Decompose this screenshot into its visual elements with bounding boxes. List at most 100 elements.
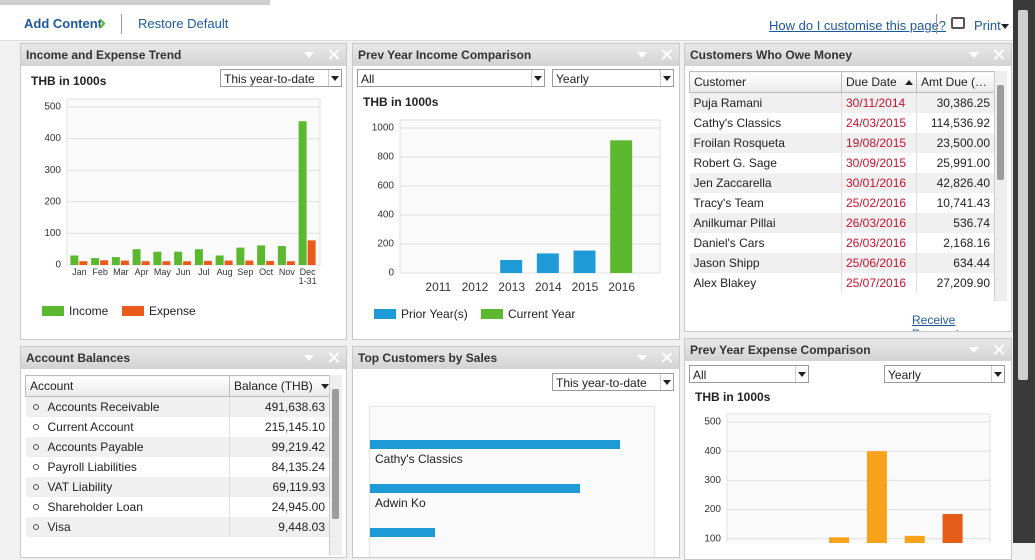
table-row: Jen Zaccarella 30/01/2016 42,826.40 bbox=[689, 173, 994, 193]
table-row: Visa 9,448.03 bbox=[25, 517, 329, 537]
close-icon[interactable] bbox=[328, 48, 340, 60]
add-content[interactable]: Add Content bbox=[24, 16, 102, 31]
receive-payments[interactable]: Receive Payments bbox=[912, 313, 965, 331]
cell-text: Accounts Payable bbox=[47, 440, 144, 454]
header-row: Customer Due Date Amt Due (… bbox=[689, 71, 994, 93]
collapse-icon[interactable] bbox=[304, 52, 314, 58]
cell: Robert G. Sage bbox=[689, 153, 842, 173]
close-icon[interactable] bbox=[993, 48, 1005, 60]
cell-text: Robert G. Sage bbox=[693, 156, 777, 170]
dropdown[interactable]: All bbox=[357, 69, 545, 87]
bullet bbox=[32, 524, 39, 530]
table-row: VAT Liability 69,119.93 bbox=[25, 477, 329, 497]
cell: 10,741.43 bbox=[916, 193, 994, 213]
cell: 30,386.25 bbox=[916, 92, 994, 113]
cell-text: 24,945.00 bbox=[271, 500, 325, 514]
print-arrow[interactable] bbox=[1001, 24, 1009, 29]
dropdown[interactable]: This year-to-date bbox=[552, 373, 674, 391]
cell-text: 99,219.42 bbox=[271, 440, 325, 454]
toolbar: Add Content Restore Default How do I cus… bbox=[0, 0, 1013, 41]
table: Account Balance (THB) Accounts Receivable 4… bbox=[25, 375, 329, 537]
cell-text: Current Account bbox=[47, 420, 134, 434]
cell-text: 536.74 bbox=[953, 216, 990, 230]
collapse-icon[interactable] bbox=[969, 347, 979, 353]
panel: Income and Expense Trend THB in 1000s Th… bbox=[20, 43, 347, 340]
table-row: Current Account 215,145.10 bbox=[25, 417, 329, 437]
dropdown-text: Yearly bbox=[556, 72, 589, 86]
table-row: Cathy's Classics 24/03/2015 114,536.92 bbox=[689, 113, 994, 133]
column-header[interactable]: Balance (THB) bbox=[229, 375, 329, 397]
cell-text: 25/07/2016 bbox=[846, 276, 907, 290]
cell-text: Tracy's Team bbox=[693, 196, 764, 210]
close-icon[interactable] bbox=[328, 351, 340, 363]
table-row: Puja Ramani 30/11/2014 30,386.25 bbox=[689, 92, 994, 113]
plot-area bbox=[369, 406, 655, 557]
cell-text: Payroll Liabilities bbox=[47, 460, 137, 474]
bullet bbox=[32, 464, 39, 470]
table-row: Tracy's Team 25/02/2016 10,741.43 bbox=[689, 193, 994, 213]
sort-arrow bbox=[320, 384, 329, 390]
table-row: Accounts Payable 99,219.42 bbox=[25, 437, 329, 457]
panel-title: Customers Who Owe Money bbox=[685, 44, 1011, 66]
dropdown[interactable]: Yearly bbox=[552, 69, 674, 87]
print[interactable]: Print bbox=[974, 18, 1001, 33]
column-header[interactable]: Customer bbox=[689, 71, 842, 93]
cell-text: 25/02/2016 bbox=[846, 196, 907, 210]
print-icon[interactable] bbox=[951, 17, 965, 29]
table-row: Alex Blakey 25/07/2016 27,209.90 bbox=[689, 273, 994, 293]
cell: Visa bbox=[25, 517, 230, 537]
cell: 23,500.00 bbox=[916, 133, 994, 153]
collapse-icon[interactable] bbox=[304, 355, 314, 361]
column-header[interactable]: Amt Due (… bbox=[916, 71, 994, 93]
cell-text: 30/09/2015 bbox=[846, 156, 907, 170]
cell-text: 42,826.40 bbox=[936, 176, 990, 190]
cell: Shareholder Loan bbox=[25, 497, 230, 517]
cell: 536.74 bbox=[916, 213, 994, 233]
collapse-icon[interactable] bbox=[969, 52, 979, 58]
panel-title: Income and Expense Trend bbox=[21, 44, 346, 66]
cell: 114,536.92 bbox=[916, 113, 994, 133]
table: Customer Due Date Amt Due (… Puja Ramani 30/… bbox=[689, 71, 994, 293]
help-link[interactable]: How do I customise this page? bbox=[769, 18, 947, 33]
cell: Cathy's Classics bbox=[689, 113, 842, 133]
panel-title: Prev Year Expense Comparison bbox=[685, 339, 1011, 361]
scrollbar[interactable] bbox=[329, 375, 342, 555]
table-wrap: Account Balance (THB) Accounts Receivable 4… bbox=[25, 375, 329, 555]
dropdown[interactable]: This year-to-date bbox=[220, 69, 342, 87]
table-row: Accounts Receivable 491,638.63 bbox=[25, 396, 329, 417]
cell: 26/03/2016 bbox=[841, 213, 917, 233]
restore-default[interactable]: Restore Default bbox=[138, 16, 229, 31]
cell: 24/03/2015 bbox=[841, 113, 917, 133]
cell-text: Accounts Receivable bbox=[47, 400, 160, 414]
window-scrollbar[interactable] bbox=[1013, 0, 1035, 543]
dropdown-text: This year-to-date bbox=[224, 72, 315, 86]
cell-text: 25,991.00 bbox=[936, 156, 990, 170]
table-row: Shareholder Loan 24,945.00 bbox=[25, 497, 329, 517]
close-icon[interactable] bbox=[993, 343, 1005, 355]
table-row: Jason Shipp 25/06/2016 634.44 bbox=[689, 253, 994, 273]
unit-label: THB in 1000s bbox=[695, 390, 771, 404]
panel-title: Top Customers by Sales bbox=[353, 347, 679, 369]
panel: Customers Who Owe Money Customer Due Date… bbox=[684, 43, 1012, 332]
dropdown[interactable]: Yearly bbox=[884, 365, 1005, 383]
scrollbar[interactable] bbox=[994, 71, 1007, 301]
cell: 27,209.90 bbox=[916, 273, 994, 293]
column-header[interactable]: Account bbox=[25, 375, 230, 397]
unit-label: THB in 1000s bbox=[31, 74, 107, 88]
cell: 2,168.16 bbox=[916, 233, 994, 253]
close-icon[interactable] bbox=[661, 351, 673, 363]
dropdown[interactable]: All bbox=[689, 365, 809, 383]
scroll-thumb[interactable] bbox=[1018, 10, 1028, 380]
close-icon[interactable] bbox=[661, 48, 673, 60]
collapse-icon[interactable] bbox=[637, 355, 647, 361]
panel: Prev Year Expense Comparison All Yearly … bbox=[684, 338, 1012, 560]
cell: Anilkumar Pillai bbox=[689, 213, 842, 233]
cell-text: 26/03/2016 bbox=[846, 236, 907, 250]
collapse-icon[interactable] bbox=[637, 52, 647, 58]
cell: 84,135.24 bbox=[229, 457, 329, 477]
column-header[interactable]: Due Date bbox=[841, 71, 917, 93]
panel-title: Prev Year Income Comparison bbox=[353, 44, 679, 66]
cell: 215,145.10 bbox=[229, 417, 329, 437]
cell-text: Cathy's Classics bbox=[693, 116, 782, 130]
cell-text: Daniel's Cars bbox=[693, 236, 765, 250]
